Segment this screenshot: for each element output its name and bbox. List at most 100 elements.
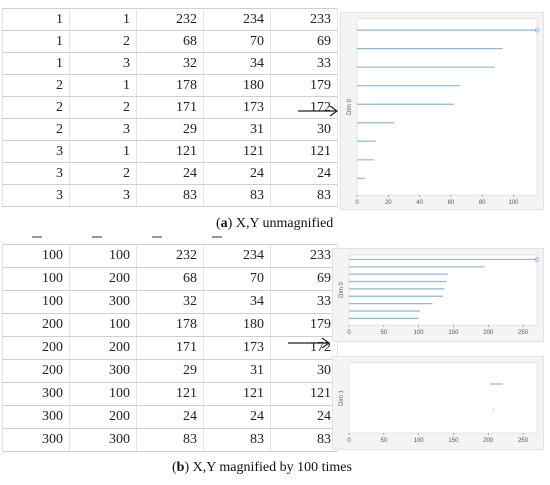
table-cell: 300 [2,428,70,452]
table-cell: 3 [69,118,137,141]
x-tick-label: 150 [448,438,459,444]
plot-b-bottom: 0 50 100 150 200 250 Dim 1 [339,362,538,444]
table-row: 3 3 83 83 83 [2,184,338,207]
arrow-b [288,337,331,349]
table-cell: 2 [2,118,70,141]
table-row: 300 100 121 121 121 [2,382,338,406]
table-cell: 2 [69,162,137,185]
table-cell: 32 [136,52,204,75]
table-row: 200 100 178 180 179 [2,313,338,337]
caption-a-letter: a [220,216,228,231]
table-cell: 100 [2,290,70,314]
table-cell: 24 [136,162,204,185]
x-tick-label: 50 [380,330,387,336]
table-cell: 178 [136,74,204,97]
table-cell: 83 [136,428,204,452]
table-cell: 3 [2,162,70,185]
table-cell: 200 [2,359,70,383]
table-cell: 34 [203,52,271,75]
header-dash [212,236,222,238]
table-cell: 100 [69,244,137,268]
x-tick-label: 80 [479,200,486,206]
x-tick-label: 100 [414,330,425,336]
table-cell: 121 [136,382,204,406]
table-cell: 1 [2,52,70,75]
x-tick-label: 200 [483,438,494,444]
table-cell: 200 [2,336,70,360]
table-cell: 121 [270,140,338,163]
table-cell: 300 [69,428,137,452]
table-cell: 232 [136,244,204,268]
table-cell: 2 [69,30,137,53]
table-row: 1 2 68 70 69 [2,30,338,53]
table-row: 2 1 178 180 179 [2,74,338,97]
table-cell: 3 [2,184,70,207]
table-cell: 29 [136,359,204,383]
table-cell: 3 [69,184,137,207]
table-cell: 179 [270,74,338,97]
table-cell: 233 [270,244,338,268]
dim-label: Dim 0 [347,99,353,115]
table-cell: 173 [203,96,271,119]
plot-area [348,254,538,326]
table-cell: 171 [136,336,204,360]
table-cell: 24 [203,162,271,185]
table-row: 1 3 32 34 33 [2,52,338,75]
table-cell: 234 [203,244,271,268]
table-cell: 2 [2,74,70,97]
table-row: 200 300 29 31 30 [2,359,338,383]
table-cell: 121 [203,382,271,406]
table-cell: 234 [203,8,271,31]
table-cell: 172 [270,336,338,360]
table-cell: 30 [270,359,338,383]
table-cell: 300 [2,405,70,429]
header-dash [152,236,162,238]
table-cell: 24 [136,405,204,429]
table-cell: 24 [270,405,338,429]
table-cell: 1 [69,8,137,31]
table-cell: 232 [136,8,204,31]
table-cell: 69 [270,30,338,53]
plot-area [348,362,538,434]
table-cell: 83 [136,184,204,207]
caption-b-text: X,Y magnified by 100 times [189,460,352,475]
table-cell: 173 [203,336,271,360]
table-cell: 2 [2,96,70,119]
plot-a-panel: 0 20 40 60 80 100 Dim 0 [340,12,544,210]
table-cell: 69 [270,267,338,291]
table-cell: 100 [2,267,70,291]
table-b: 100 100 232 234 233 100 200 68 70 69 100 300 32 34 33 2… [2,244,338,452]
bar-endpoint-marker [534,257,540,262]
table-cell: 100 [69,382,137,406]
table-cell: 33 [270,290,338,314]
x-tick-label: 150 [448,330,459,336]
table-cell: 83 [203,428,271,452]
table-cell: 200 [69,336,137,360]
table-cell: 3 [69,52,137,75]
plot-b-top: 0 50 100 150 200 250 Dim 0 [339,254,540,336]
table-row: 300 200 24 24 24 [2,405,338,429]
table-cell: 121 [270,382,338,406]
table-cell: 3 [2,140,70,163]
table-cell: 121 [136,140,204,163]
table-row: 100 200 68 70 69 [2,267,338,291]
table-a: 1 1 232 234 233 1 2 68 70 69 1 3 32 34 33 2 1 178 180 179 2 2… [2,8,338,207]
x-tick-label: 60 [448,200,455,206]
x-tick-label: 0 [347,330,351,336]
table-cell: 30 [270,118,338,141]
x-tick-label: 100 [414,438,425,444]
x-tick-label: 100 [509,200,520,206]
table-cell: 300 [69,290,137,314]
x-tick-label: 200 [483,330,494,336]
table-cell: 300 [2,382,70,406]
table-cell: 83 [270,184,338,207]
plot-b-top-panel: 0 50 100 150 200 250 Dim 0 [332,248,544,342]
table-cell: 24 [270,162,338,185]
table-cell: 68 [136,267,204,291]
table-cell: 180 [203,74,271,97]
x-tick-label: 250 [518,330,529,336]
table-cell: 180 [203,313,271,337]
x-tick-label: 0 [347,438,351,444]
table-row: 2 3 29 31 30 [2,118,338,141]
table-row: 100 100 232 234 233 [2,244,338,268]
